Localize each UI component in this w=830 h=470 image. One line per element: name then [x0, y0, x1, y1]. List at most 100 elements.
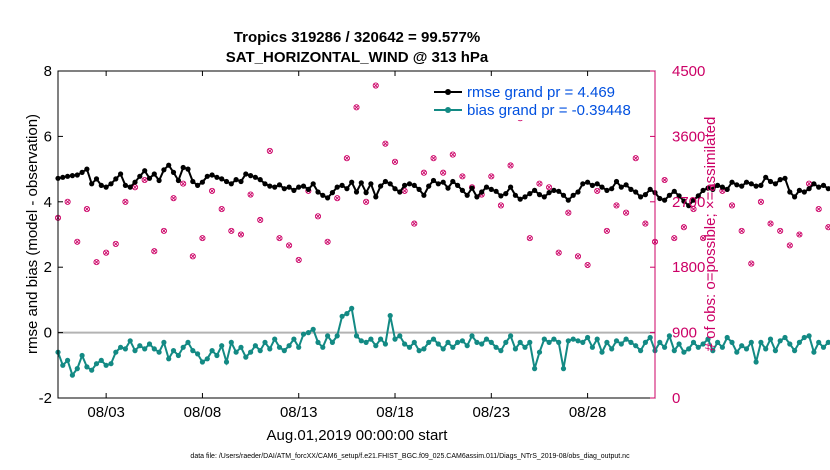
y-left-tick-label: 0	[44, 325, 52, 342]
obs-count-marker	[237, 231, 245, 238]
bias-data-point	[286, 343, 292, 349]
obs-count-marker	[565, 209, 572, 216]
rmse-data-point	[93, 176, 100, 182]
rmse-data-point	[729, 179, 735, 185]
bias-data-point	[228, 339, 234, 345]
obs-possible-circle	[546, 184, 553, 191]
rmse-data-point	[570, 192, 576, 198]
rmse-data-point	[806, 186, 812, 192]
bias-data-point	[74, 366, 80, 372]
obs-assimilated-cross	[142, 177, 147, 183]
bias-data-point	[724, 334, 730, 341]
obs-assimilated-cross	[623, 210, 629, 216]
rmse-data-point	[320, 192, 326, 198]
obs-count-marker	[199, 235, 206, 242]
rmse-data-point	[618, 184, 624, 190]
bias-data-point	[118, 344, 124, 350]
obs-count-marker	[286, 242, 293, 249]
bias-data-point	[132, 348, 138, 354]
bias-data-point	[792, 348, 798, 354]
bias-data-point	[666, 333, 673, 339]
rmse-data-point	[156, 177, 162, 184]
rmse-data-point	[214, 174, 220, 180]
bias-data-point	[662, 344, 668, 350]
bias-data-point	[734, 349, 740, 355]
bias-data-point	[267, 346, 273, 352]
y-right-tick-label: 3600	[672, 128, 705, 145]
obs-assimilated-cross	[334, 195, 340, 201]
bias-data-point	[440, 346, 446, 352]
bias-data-point	[599, 349, 605, 355]
obs-count-marker	[786, 242, 793, 249]
obs-possible-circle	[738, 227, 745, 234]
bias-data-point	[604, 339, 610, 345]
y-left-tick-label: 6	[44, 128, 52, 145]
obs-assimilated-cross	[363, 199, 369, 205]
obs-possible-circle	[314, 213, 322, 220]
bias-data-point	[69, 372, 75, 378]
obs-count-marker	[122, 198, 129, 205]
rmse-data-point	[604, 187, 610, 193]
rmse-data-point	[406, 181, 413, 187]
obs-assimilated-cross	[238, 232, 244, 237]
bias-data-point	[156, 349, 162, 355]
obs-count-marker	[796, 231, 803, 238]
obs-possible-circle	[141, 176, 148, 184]
obs-possible-circle	[382, 140, 389, 147]
bias-data-point	[329, 339, 335, 345]
obs-assimilated-cross	[200, 235, 205, 241]
rmse-data-point	[739, 183, 745, 189]
bias-data-point	[65, 357, 71, 363]
obs-count-marker	[180, 180, 187, 187]
rmse-data-point	[267, 183, 273, 189]
rmse-data-point	[146, 175, 153, 181]
obs-possible-circle	[266, 147, 273, 154]
obs-count-marker	[170, 195, 177, 202]
rmse-data-point	[811, 181, 817, 187]
obs-possible-circle	[777, 227, 784, 234]
rmse-data-point	[74, 172, 80, 178]
bias-data-point	[565, 338, 571, 344]
rmse-data-point	[532, 187, 538, 193]
rmse-data-point	[792, 194, 798, 200]
bias-data-point	[589, 344, 596, 350]
bias-data-point	[796, 339, 803, 345]
obs-count-marker	[334, 195, 341, 202]
bias-data-point	[739, 343, 745, 349]
obs-assimilated-cross	[103, 250, 109, 255]
obs-count-marker	[449, 151, 456, 158]
obs-assimilated-cross	[488, 174, 494, 179]
rmse-data-point	[363, 190, 369, 196]
obs-possible-circle	[363, 198, 370, 205]
rmse-data-point	[681, 198, 687, 204]
obs-possible-circle	[343, 155, 350, 162]
obs-possible-circle	[218, 206, 225, 213]
obs-possible-circle	[257, 216, 264, 224]
rmse-data-point	[493, 188, 499, 194]
rmse-data-point	[89, 181, 95, 187]
bias-data-point	[243, 354, 249, 360]
rmse-data-point	[589, 182, 596, 188]
bias-data-point	[84, 364, 90, 370]
bias-data-point	[402, 341, 408, 347]
rmse-data-point	[325, 195, 331, 201]
rmse-data-point	[142, 168, 148, 174]
bias-data-point	[310, 326, 316, 332]
bias-data-point	[469, 333, 475, 339]
bias-data-point	[657, 339, 663, 345]
rmse-data-point	[151, 171, 157, 177]
obs-possible-circle	[728, 202, 736, 209]
bias-data-point	[787, 341, 793, 347]
obs-assimilated-cross	[797, 232, 802, 237]
obs-assimilated-cross	[402, 188, 407, 194]
rmse-data-point	[108, 181, 114, 187]
obs-assimilated-cross	[65, 199, 70, 205]
obs-assimilated-cross	[594, 188, 600, 194]
rmse-data-point	[705, 185, 711, 191]
obs-possible-circle	[237, 231, 245, 238]
bias-data-point	[353, 333, 360, 339]
obs-possible-circle	[180, 180, 187, 187]
obs-assimilated-cross	[537, 181, 542, 186]
obs-count-marker	[103, 249, 110, 256]
y-axis-right-label: # of obs: o=possible; ×=assimilated	[702, 117, 719, 352]
